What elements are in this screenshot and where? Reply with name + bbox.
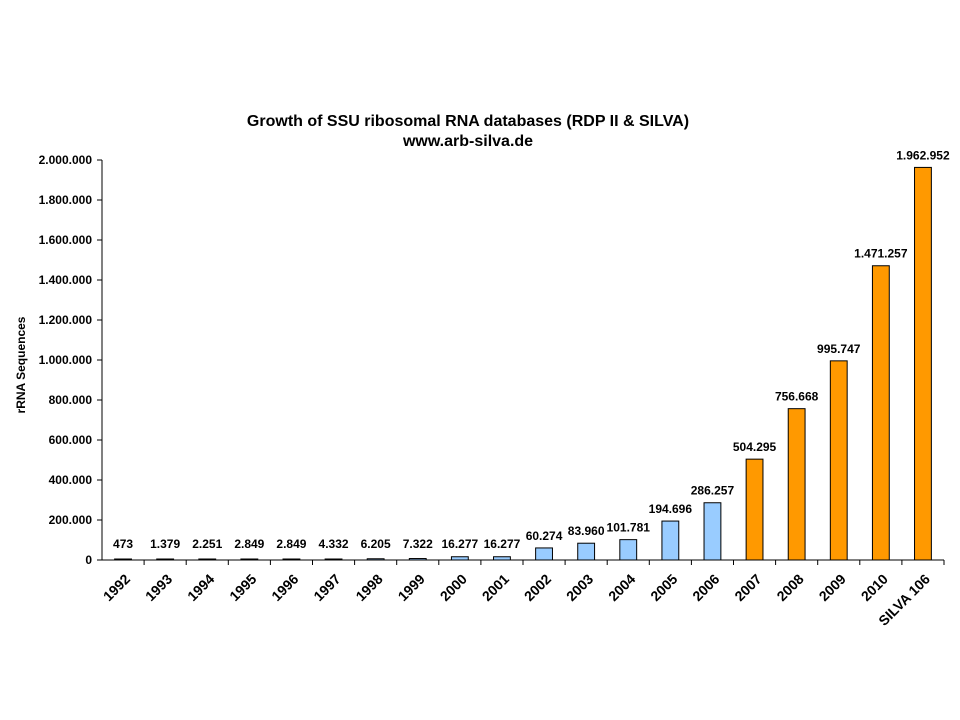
- y-axis-title: rRNA Sequences: [14, 316, 28, 413]
- x-tick-label: 2004: [605, 571, 638, 604]
- bar-2006: [703, 502, 722, 561]
- data-label: 1.379: [150, 537, 180, 551]
- y-tick-label: 1.600.000: [39, 233, 93, 247]
- data-label: 995.747: [817, 342, 861, 356]
- y-tick-label: 2.000.000: [39, 153, 93, 167]
- x-tick-label: 1997: [310, 571, 343, 604]
- data-label: 60.274: [526, 529, 563, 543]
- data-label: 2.251: [192, 537, 222, 551]
- data-label: 1.962.952: [896, 148, 950, 162]
- x-tick-label: 1998: [352, 571, 385, 604]
- bar-2003: [577, 542, 596, 561]
- y-tick-label: 0: [85, 553, 92, 567]
- data-label: 7.322: [403, 537, 433, 551]
- x-tick-label: 1994: [184, 571, 217, 604]
- y-tick-label: 200.000: [49, 513, 93, 527]
- bar-2005: [661, 520, 680, 561]
- x-tick-label: 1996: [268, 571, 301, 604]
- x-tick-label: 1999: [395, 571, 428, 604]
- data-label: 504.295: [733, 440, 777, 454]
- x-axis: 1992 1993 1994 1995 1996 1997 1998 1999 2000 2001…: [100, 559, 945, 629]
- bar-2007: [745, 458, 764, 561]
- y-axis: 0 200.000 400.000 600.000 800.000 1.000.000 1.…: [39, 153, 103, 567]
- x-tick-label: 2002: [521, 571, 554, 604]
- x-tick-label: 1995: [226, 571, 259, 604]
- bar-2002: [535, 547, 553, 561]
- y-tick-label: 1.200.000: [39, 313, 93, 327]
- x-tick-label: 2001: [479, 571, 512, 604]
- data-label: 2.849: [276, 537, 306, 551]
- x-tick-label: 1993: [142, 571, 175, 604]
- x-tick-label: 2009: [816, 571, 849, 604]
- data-label: 16.277: [441, 537, 478, 551]
- bar-2009: [829, 360, 848, 561]
- data-label: 194.696: [649, 502, 693, 516]
- y-tick-label: 1.000.000: [39, 353, 93, 367]
- y-tick-label: 1.400.000: [39, 273, 93, 287]
- y-tick-label: 1.800.000: [39, 193, 93, 207]
- x-tick-label: 2000: [437, 571, 470, 604]
- chart-subtitle: www.arb-silva.de: [402, 133, 533, 150]
- data-label: 756.668: [775, 390, 819, 404]
- data-label: 16.277: [484, 537, 521, 551]
- data-label: 1.471.257: [854, 247, 908, 261]
- data-label: 473: [113, 537, 133, 551]
- x-tick-label: 1992: [100, 571, 133, 604]
- data-label: 4.332: [319, 537, 349, 551]
- x-tick-label: 2008: [773, 571, 806, 604]
- bar-2004: [619, 539, 638, 561]
- data-label: 101.781: [607, 521, 651, 535]
- y-tick-label: 800.000: [49, 393, 93, 407]
- bar-silva-106: [914, 166, 932, 561]
- data-label: 286.257: [691, 484, 735, 498]
- data-label: 6.205: [361, 537, 391, 551]
- bars: 473 1.379 2.251 2.849 2.849 4.332 6.205 7.322 16…: [113, 148, 950, 561]
- x-tick-label: 2010: [858, 571, 891, 604]
- x-tick-label: 2005: [647, 571, 680, 604]
- chart-title: Growth of SSU ribosomal RNA databases (R…: [247, 113, 689, 130]
- x-tick-label: 2006: [689, 571, 722, 604]
- y-tick-label: 600.000: [49, 433, 93, 447]
- data-label: 2.849: [234, 537, 264, 551]
- data-label: 83.960: [568, 524, 605, 538]
- bar-2010: [871, 265, 890, 561]
- x-tick-label: 2007: [731, 571, 764, 604]
- y-tick-label: 400.000: [49, 473, 93, 487]
- bar-2008: [787, 408, 806, 561]
- x-tick-label: 2003: [563, 571, 596, 604]
